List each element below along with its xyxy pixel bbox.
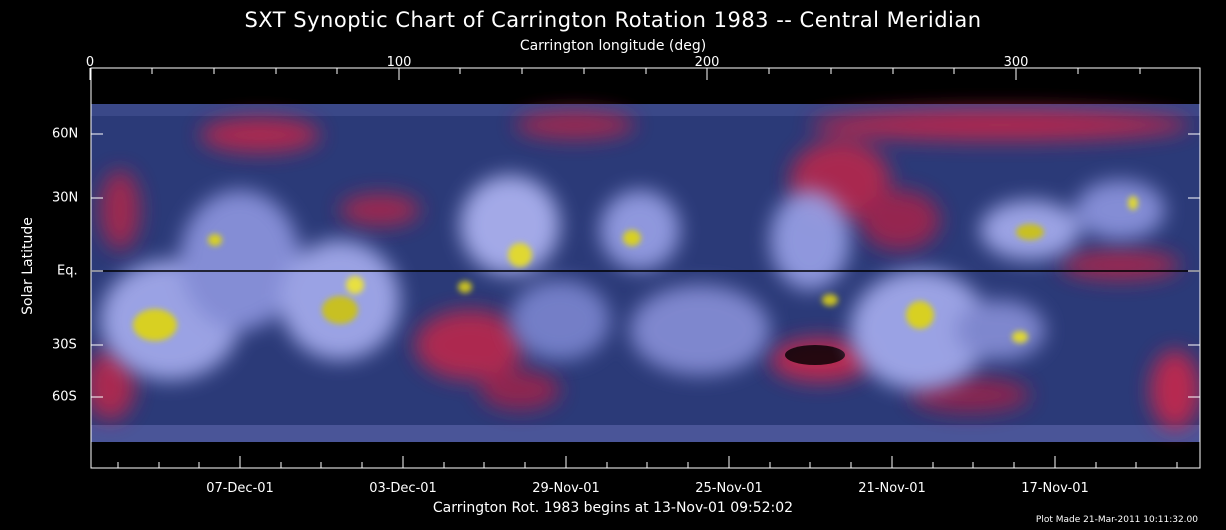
dark-hole-core <box>785 345 845 365</box>
left-tick-label: 60N <box>52 126 79 142</box>
top-axis-label: Carrington longitude (deg) <box>519 38 707 54</box>
bottom-tick-label: 29-Nov-01 <box>532 481 600 496</box>
top-tick-label: 0 <box>85 55 95 70</box>
active-region-cores <box>133 196 1138 343</box>
left-tick-label: Eq. <box>57 263 78 279</box>
chart-title: SXT Synoptic Chart of Carrington Rotatio… <box>244 8 982 32</box>
left-tick-label: 60S <box>52 389 77 405</box>
plot-made-timestamp: Plot Made 21-Mar-2011 10:11:32.00 <box>1035 515 1198 525</box>
bottom-ticks <box>117 456 1178 468</box>
bright-regions <box>100 175 1165 390</box>
bottom-tick-label: 03-Dec-01 <box>369 481 437 496</box>
side-ticks <box>91 133 1200 398</box>
bottom-axis-label: Carrington Rot. 1983 begins at 13-Nov-01… <box>432 500 794 516</box>
bottom-tick-label: 25-Nov-01 <box>695 481 763 496</box>
map-bottom-edge <box>91 425 1200 442</box>
bottom-tick-label: 07-Dec-01 <box>206 481 274 496</box>
solar-image <box>91 104 1200 442</box>
top-tick-label: 200 <box>694 55 720 70</box>
top-ticks <box>89 68 1141 80</box>
top-tick-label: 300 <box>1003 55 1029 70</box>
top-tick-label: 100 <box>386 55 412 70</box>
left-tick-label: 30N <box>52 190 79 206</box>
bottom-tick-label: 17-Nov-01 <box>1021 481 1089 496</box>
bottom-tick-label: 21-Nov-01 <box>858 481 926 496</box>
left-tick-label: 30S <box>52 337 77 353</box>
